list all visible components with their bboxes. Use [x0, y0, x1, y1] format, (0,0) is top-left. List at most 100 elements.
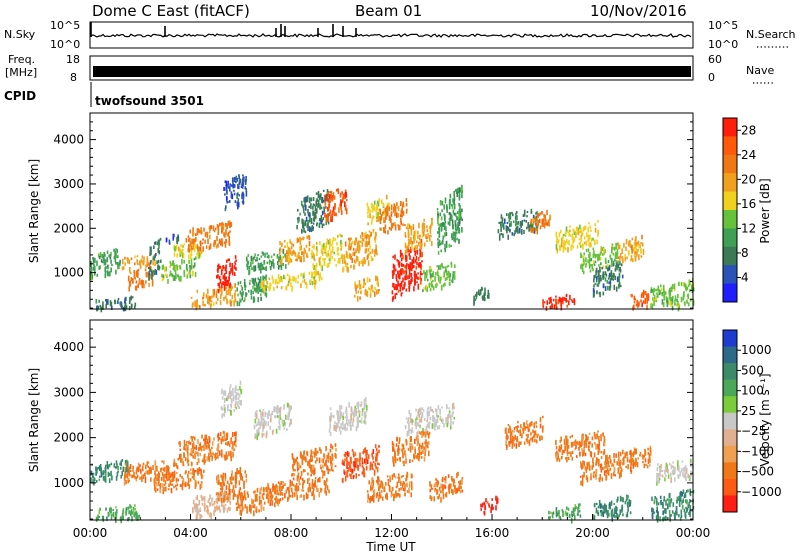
echo-cell — [381, 481, 383, 487]
echo-cell — [296, 483, 298, 489]
echo-cell — [332, 446, 334, 450]
echo-cell — [220, 432, 222, 436]
echo-cell — [134, 508, 136, 510]
echo-cell — [180, 266, 182, 270]
echo-cell — [300, 245, 302, 250]
echo-cell — [593, 284, 595, 287]
echo-cell — [105, 508, 107, 511]
echo-cell — [340, 193, 342, 198]
echo-cell — [216, 294, 218, 299]
echo-cell — [587, 259, 589, 263]
echo-cell — [556, 232, 558, 238]
echo-cell — [232, 177, 234, 183]
echo-cell — [350, 468, 352, 472]
echo-cell — [230, 456, 232, 461]
echo-cell — [342, 463, 344, 465]
echo-cell — [173, 486, 175, 489]
echo-cell — [454, 417, 456, 420]
echo-cell — [365, 232, 367, 235]
echo-cell — [370, 289, 372, 294]
echo-cell — [232, 432, 234, 437]
echo-cell — [412, 427, 414, 429]
echo-cell — [232, 452, 234, 457]
freq-unit-label: [MHz] — [5, 66, 37, 79]
echo-cell — [453, 236, 455, 239]
echo-cell — [461, 479, 463, 484]
echo-cell — [448, 474, 450, 478]
echo-cell — [363, 285, 365, 288]
echo-cell — [331, 415, 333, 418]
echo-cell — [369, 209, 371, 211]
echo-cell — [358, 250, 360, 253]
echo-cell — [622, 275, 624, 279]
echo-cell — [362, 451, 364, 454]
echo-cell — [446, 208, 448, 213]
echo-cell — [199, 507, 201, 511]
colorbar-swatch — [723, 265, 737, 284]
echo-cell — [416, 240, 418, 243]
echo-cell — [237, 389, 239, 392]
echo-cell — [635, 256, 637, 261]
echo-cell — [210, 449, 212, 454]
echo-cell — [430, 417, 432, 421]
echo-cell — [225, 410, 227, 413]
echo-cell — [641, 255, 643, 257]
echo-cell — [611, 262, 613, 267]
echo-cell — [226, 181, 228, 187]
echo-cell — [298, 238, 300, 242]
echo-cell — [367, 234, 369, 238]
echo-cell — [368, 241, 370, 245]
echo-cell — [219, 276, 221, 280]
echo-cell — [624, 254, 626, 257]
echo-cell — [306, 236, 308, 239]
echo-cell — [650, 306, 652, 308]
echo-cell — [429, 238, 431, 242]
y-tick-label: 3000 — [53, 177, 84, 191]
echo-cell — [211, 300, 213, 302]
echo-cell — [221, 502, 223, 507]
echo-cell — [339, 260, 341, 264]
echo-cell — [473, 296, 475, 299]
echo-cell — [353, 265, 355, 270]
echo-cell — [154, 242, 156, 245]
echo-cell — [389, 486, 391, 492]
echo-cell — [379, 492, 381, 496]
echo-cell — [197, 462, 199, 465]
echo-cell — [608, 260, 610, 263]
echo-cell — [449, 199, 451, 205]
echo-cell — [134, 306, 136, 309]
echo-cell — [125, 480, 127, 484]
echo-cell — [313, 470, 315, 476]
echo-cell — [312, 263, 314, 268]
echo-cell — [156, 260, 158, 264]
echo-cell — [382, 497, 384, 501]
echo-cell — [427, 408, 429, 411]
echo-cell — [583, 271, 585, 275]
echo-cell — [438, 251, 440, 255]
echo-cell — [263, 260, 265, 265]
echo-cell — [523, 230, 525, 234]
echo-cell — [185, 483, 187, 487]
echo-cell — [593, 248, 595, 251]
echo-cell — [406, 209, 408, 214]
echo-cell — [608, 281, 610, 284]
echo-cell — [230, 404, 232, 407]
echo-cell — [128, 480, 130, 482]
echo-cell — [605, 272, 607, 275]
echo-cell — [190, 274, 192, 278]
echo-cell — [379, 216, 381, 222]
echo-cell — [174, 267, 176, 272]
echo-cell — [374, 201, 376, 205]
echo-cell — [401, 263, 403, 267]
echo-cell — [416, 256, 418, 261]
echo-cell — [190, 468, 192, 471]
echo-cell — [241, 287, 243, 291]
echo-cell — [352, 258, 354, 263]
echo-cell — [393, 207, 395, 213]
echo-cell — [423, 409, 425, 412]
echo-cell — [323, 207, 325, 210]
echo-cell — [342, 421, 344, 426]
echo-cell — [244, 470, 246, 473]
colorbar-tick-label: 12 — [741, 221, 756, 235]
echo-cell — [584, 236, 586, 239]
